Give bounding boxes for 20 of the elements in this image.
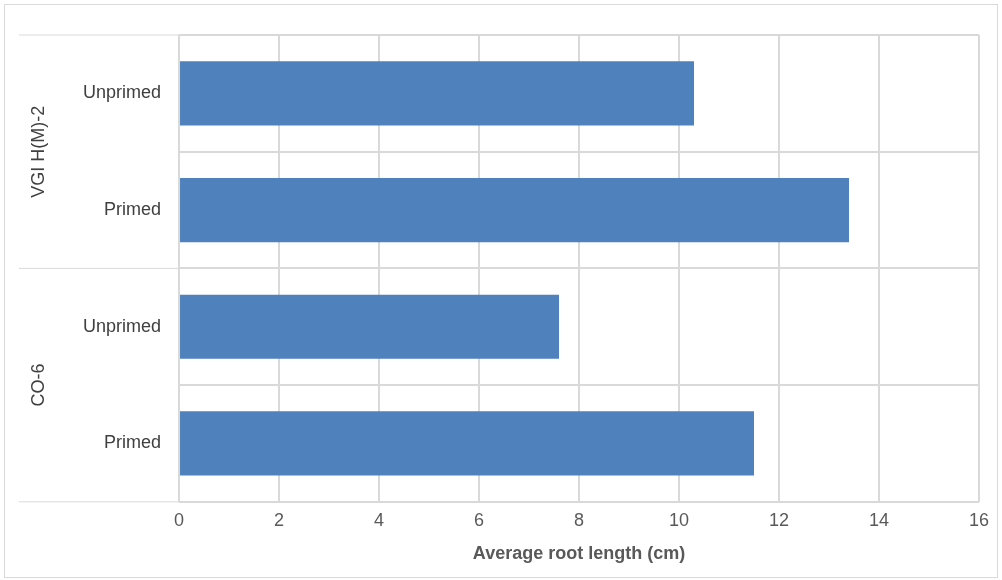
x-tick-label: 0 bbox=[174, 509, 185, 530]
x-tick-label: 8 bbox=[574, 509, 585, 530]
x-tick-label: 12 bbox=[768, 509, 790, 530]
x-tick-label: 10 bbox=[668, 509, 690, 530]
y-tick-label: Unprimed bbox=[83, 315, 162, 336]
bar bbox=[180, 411, 754, 476]
x-tick-label: 2 bbox=[274, 509, 285, 530]
text: VGI H(M)-2 bbox=[27, 105, 48, 198]
bar bbox=[180, 177, 849, 243]
y-tick-label: Primed bbox=[104, 432, 162, 453]
x-tick-label: 6 bbox=[474, 509, 485, 530]
text: CO-6 bbox=[27, 363, 48, 407]
bar bbox=[180, 61, 694, 126]
y-tick-label: Unprimed bbox=[83, 82, 162, 103]
x-tick-label: 14 bbox=[868, 509, 890, 530]
x-tick-label: 16 bbox=[968, 509, 989, 530]
x-axis-title: Average root length (cm) bbox=[472, 543, 686, 564]
bar bbox=[180, 294, 560, 359]
x-tick-label: 4 bbox=[374, 509, 385, 530]
y-tick-label: Primed bbox=[104, 199, 162, 220]
